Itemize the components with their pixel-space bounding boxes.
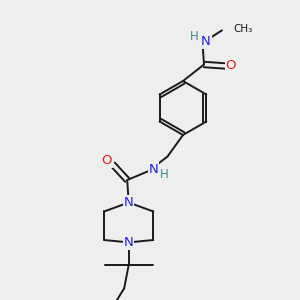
Text: O: O [226, 59, 236, 73]
Text: O: O [101, 154, 112, 167]
Text: N: N [148, 163, 158, 176]
Text: N: N [201, 35, 211, 48]
Text: H: H [190, 30, 199, 44]
Text: N: N [124, 236, 134, 249]
Text: CH₃: CH₃ [233, 24, 253, 34]
Text: N: N [124, 196, 134, 209]
Text: H: H [160, 168, 169, 181]
